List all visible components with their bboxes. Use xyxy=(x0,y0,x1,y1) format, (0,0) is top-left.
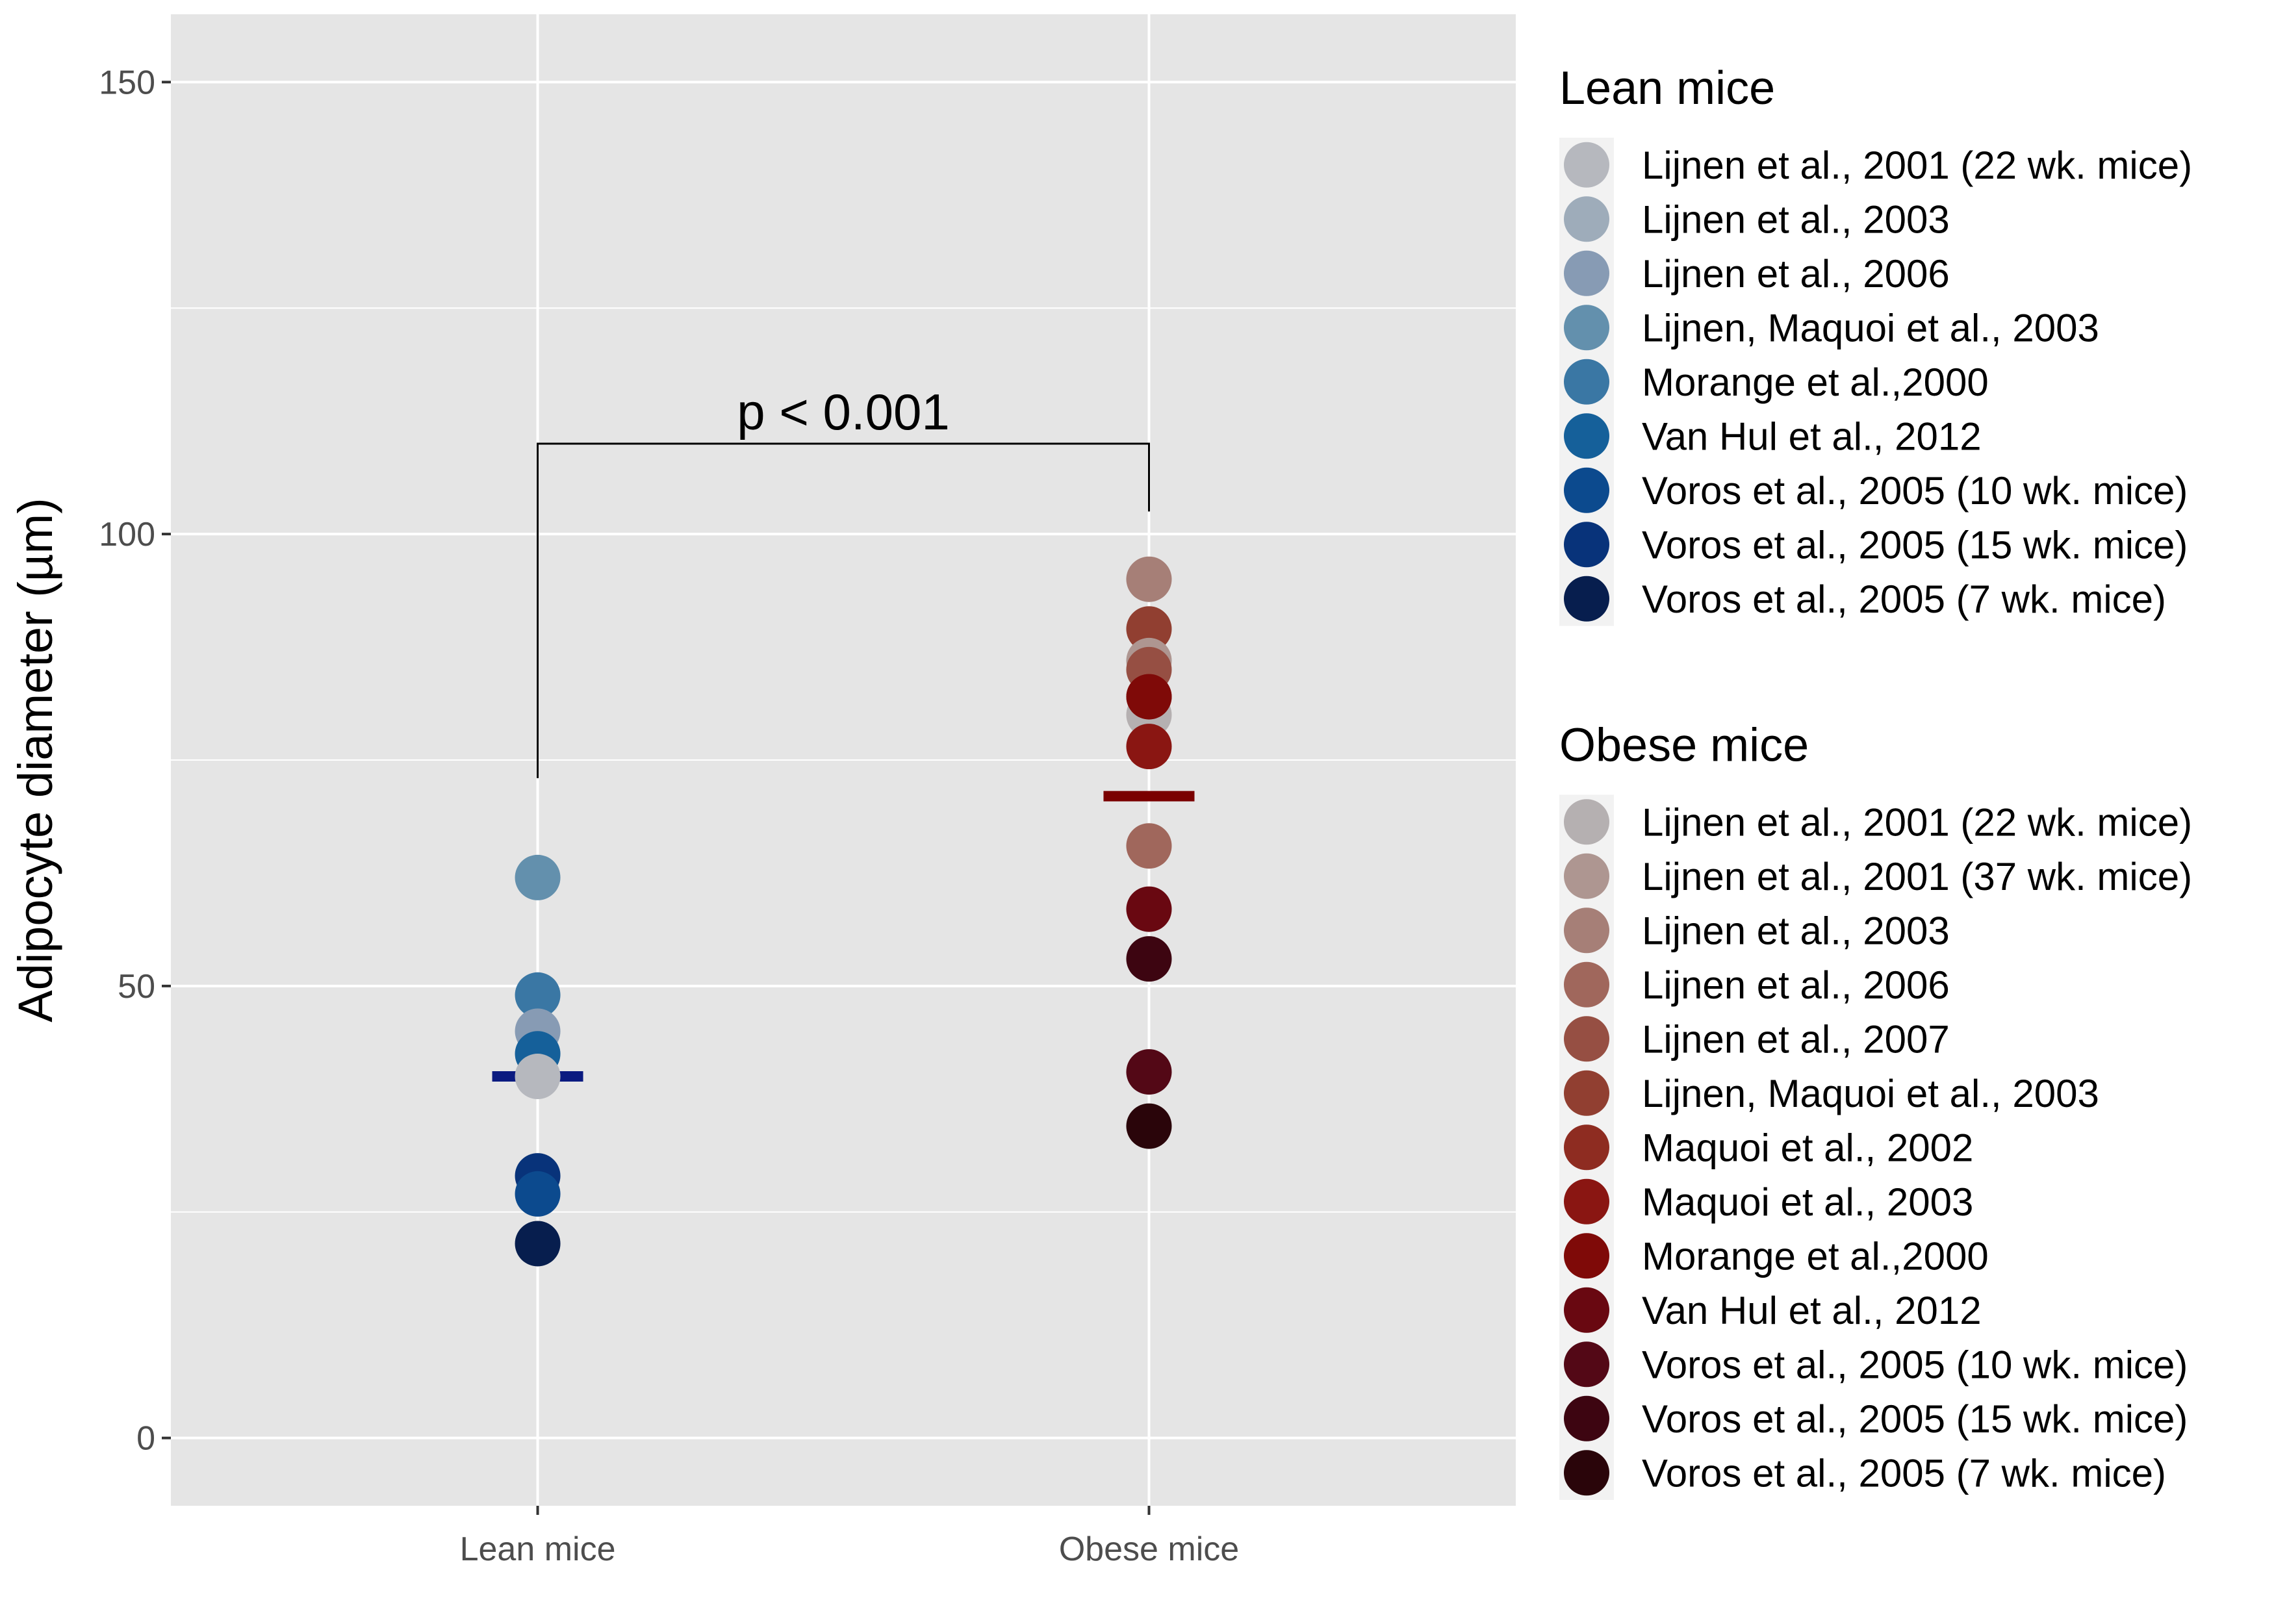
data-points xyxy=(515,556,1172,1267)
legend-label: Voros et al., 2005 (15 wk. mice) xyxy=(1642,1397,2188,1441)
legend-key xyxy=(1564,1124,1609,1171)
data-point xyxy=(515,854,561,900)
legend-key xyxy=(1564,522,1609,568)
legend-label: Voros et al., 2005 (7 wk. mice) xyxy=(1642,1451,2166,1495)
legend-title: Obese mice xyxy=(1559,720,1809,772)
legend-label: Voros et al., 2005 (15 wk. mice) xyxy=(1642,523,2188,566)
legend-label: Lijnen et al., 2006 xyxy=(1642,963,1950,1007)
significance-annotation: p < 0.001 xyxy=(537,383,1150,778)
legend-label: Lijnen, Maquoi et al., 2003 xyxy=(1642,306,2099,349)
legend-label: Lijnen et al., 2003 xyxy=(1642,909,1950,952)
legend-key xyxy=(1564,1178,1609,1224)
legend-label: Voros et al., 2005 (7 wk. mice) xyxy=(1642,577,2166,621)
legend-key xyxy=(1564,1341,1609,1388)
legend-key xyxy=(1564,961,1609,1008)
x-tick-label: Lean mice xyxy=(460,1530,616,1568)
legend-label: Lijnen, Maquoi et al., 2003 xyxy=(1642,1072,2099,1115)
y-tick-label: 0 xyxy=(136,1420,155,1458)
legend-key xyxy=(1564,413,1609,459)
data-point xyxy=(515,1221,561,1267)
data-point xyxy=(515,1054,561,1100)
y-tick-label: 100 xyxy=(99,516,155,553)
grid-lines xyxy=(171,14,1516,1506)
legend-key xyxy=(1564,467,1609,513)
data-point xyxy=(1126,556,1172,602)
legend-label: Morange et al.,2000 xyxy=(1642,1234,1989,1278)
data-point xyxy=(1126,724,1172,770)
x-tick-label: Obese mice xyxy=(1059,1530,1239,1568)
data-point xyxy=(1126,606,1172,652)
legend-key xyxy=(1564,907,1609,954)
legend-label: Van Hul et al., 2012 xyxy=(1642,1289,1982,1332)
legend-key xyxy=(1564,359,1609,405)
legend-label: Morange et al.,2000 xyxy=(1642,361,1989,404)
legend-label: Lijnen et al., 2001 (22 wk. mice) xyxy=(1642,800,2192,844)
legend: Lean mice Lijnen et al., 2001 (22 wk. mic… xyxy=(1559,62,2192,1500)
data-point xyxy=(1126,1103,1172,1149)
legend-key xyxy=(1564,250,1609,296)
y-axis-title: Adipocyte diameter (µm) xyxy=(8,498,62,1022)
data-point xyxy=(1126,823,1172,869)
legend-key xyxy=(1564,1233,1609,1279)
data-point xyxy=(1126,936,1172,982)
y-tick-label: 50 xyxy=(118,968,155,1006)
legend-label: Lijnen et al., 2007 xyxy=(1642,1017,1950,1061)
data-point xyxy=(1126,886,1172,932)
legend-label: Voros et al., 2005 (10 wk. mice) xyxy=(1642,469,2188,513)
legend-label: Lijnen et al., 2006 xyxy=(1642,252,1950,296)
legend-key xyxy=(1564,196,1609,242)
legend-key xyxy=(1564,1287,1609,1333)
legend-key xyxy=(1564,799,1609,845)
legend-label: Van Hul et al., 2012 xyxy=(1642,414,1982,458)
legend-key xyxy=(1564,1450,1609,1496)
legend-key xyxy=(1564,1016,1609,1062)
data-point xyxy=(1126,674,1172,720)
legend-label: Lijnen et al., 2001 (22 wk. mice) xyxy=(1642,144,2192,187)
legend-label: Lijnen et al., 2003 xyxy=(1642,197,1950,241)
legend-key xyxy=(1564,142,1609,188)
legend-label: Maquoi et al., 2003 xyxy=(1642,1180,1973,1224)
significance-bracket xyxy=(537,442,1150,778)
legend-label: Maquoi et al., 2002 xyxy=(1642,1126,1973,1169)
legend-key xyxy=(1564,1070,1609,1116)
legend-key xyxy=(1564,305,1609,351)
data-point xyxy=(515,972,561,1018)
y-tick-label: 150 xyxy=(99,64,155,101)
data-point xyxy=(1126,1049,1172,1095)
legend-key xyxy=(1564,576,1609,622)
legend-label: Voros et al., 2005 (10 wk. mice) xyxy=(1642,1343,2188,1386)
p-value-label: p < 0.001 xyxy=(737,383,949,440)
legend-label: Lijnen et al., 2001 (37 wk. mice) xyxy=(1642,855,2192,898)
data-point xyxy=(515,1171,561,1217)
axes: 0 50 100 150 Lean mice Obese mice xyxy=(99,64,1239,1568)
legend-key xyxy=(1564,853,1609,899)
legend-key xyxy=(1564,1395,1609,1441)
legend-title: Lean mice xyxy=(1559,62,1775,114)
